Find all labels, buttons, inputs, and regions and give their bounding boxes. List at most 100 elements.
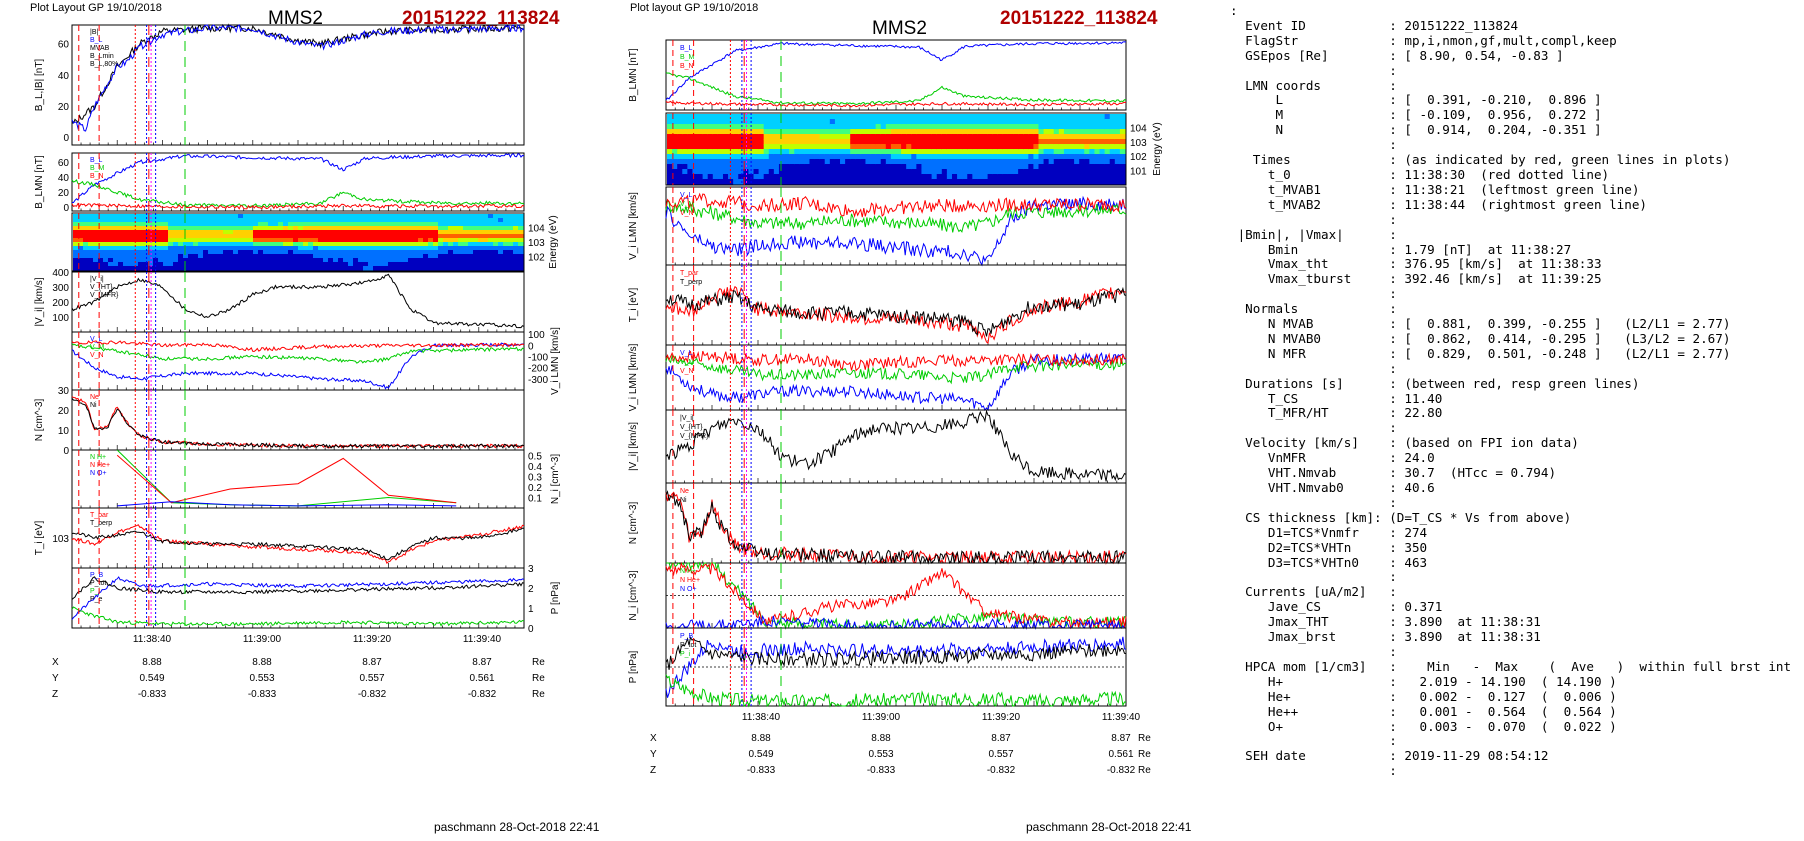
info-line: VHT.Nmvab0 : 40.6 [1230,480,1435,495]
right-coord-value: 8.88 [871,733,891,744]
legend-entry: V_L [680,350,693,357]
info-line: N MVAB : [ 0.881, 0.399, -0.255 ] (L2/L1… [1230,316,1731,332]
right-coord-unit: Re [1138,749,1151,760]
left-time-tick: 11:38:40 [133,634,172,645]
left-series-line [71,576,525,620]
legend-entry: |B| [90,29,98,36]
left-panel-frame [71,389,525,451]
left-energy-label: Energy (eV) [548,215,559,268]
legend-entry: T_par [90,512,109,519]
legend-entry: P_e [90,596,103,603]
left-coord-value: -0.833 [248,689,277,700]
left-series-line [71,179,525,208]
right-coord-value: 8.88 [751,733,771,744]
y-tick-label: 104 [528,224,545,235]
legend-entry: V_L [90,336,103,343]
legend-entry: N H+ [680,568,696,575]
legend-entry: V_M [680,201,695,208]
right-series-line [665,199,1127,233]
right-coord-value: 0.553 [868,749,893,760]
legend-entry: V_{HT} [90,284,113,291]
right-coord-unit: Re [1138,765,1151,776]
right-coord-value: 0.557 [988,749,1013,760]
legend-entry: P_i [680,651,691,658]
left-time-tick: 11:39:40 [463,634,502,645]
right-y-label: V_i LMN [km/s] [628,343,639,411]
left-coord-value: 8.88 [142,657,162,668]
right-time-tick: 11:38:40 [742,712,781,723]
left-series-line [71,23,525,124]
info-line: D3=TCS*VHTn0 : 463 [1230,554,1428,570]
info-line: LMN coords : [1230,77,1397,93]
right-series-line [665,100,1127,108]
info-line: T_MFR/HT : 22.80 [1230,405,1443,421]
legend-entry: N H+ [90,454,106,461]
right-panel-frame [665,482,1127,564]
y-tick-label: 0 [528,341,534,352]
info-line: N MVAB0 : [ 0.862, 0.414, -0.295 ] (L3/L… [1230,330,1731,346]
left-coord-value: 8.87 [362,657,382,668]
left-coord-unit: Re [532,689,545,700]
left-y-label: N_i [cm^-3] [550,454,561,504]
legend-entry: Ne [680,488,689,495]
info-line: : [1230,3,1238,18]
legend-entry: Ni [680,497,687,504]
legend-entry: B_N [90,173,104,180]
right-energy-label: Energy (eV) [1152,122,1163,175]
left-panel-frame [71,449,525,509]
legend-entry: MVAB [90,45,110,52]
y-tick-label: 0.5 [528,451,542,462]
legend-entry: B_L [90,37,103,44]
legend-entry: P_i [90,588,101,595]
left-coord-value: 0.553 [249,673,274,684]
info-line: |Bmin|, |Vmax| : [1230,226,1397,242]
left-series-line [71,524,525,565]
left-y-label: N [cm^-3] [34,399,45,442]
y-tick-label: 0 [63,446,69,457]
left-coord-value: -0.832 [358,689,387,700]
left-spectrogram [73,214,524,271]
left-series-line [72,152,525,203]
right-time-tick: 11:39:00 [862,712,901,723]
legend-entry: N He+ [90,462,110,469]
legend-entry: T_perp [680,279,702,286]
left-time-tick: 11:39:20 [353,634,392,645]
legend-entry: P_B [90,572,104,579]
left-y-label: B_L,|B| [nT] [34,59,45,112]
info-line: VHT.Nmvab : 30.7 (HTcc = 0.794) [1230,465,1557,481]
right-time-tick: 11:39:40 [1102,712,1141,723]
y-tick-label: 40 [58,173,70,184]
info-line: : [1230,62,1397,78]
right-coord-value: -0.833 [747,765,776,776]
legend-entry: N He+ [680,577,700,584]
left-coord-unit: Re [532,673,545,684]
left-coord-value: 8.87 [472,657,492,668]
info-line: : [1230,569,1397,585]
left-coord-value: -0.832 [468,689,497,700]
info-line: Jmax_brst : 3.890 at 11:38:31 [1230,629,1541,645]
info-line: Times : (as indicated by red, green line… [1230,152,1731,168]
right-coord-label: X [650,733,657,744]
info-line: Bmin : 1.79 [nT] at 11:38:27 [1230,241,1572,257]
right-series-line [665,490,1127,565]
left-y-label: V_i LMN [km/s] [550,327,561,395]
right-series-line [666,561,1127,630]
right-series-line [665,72,1127,106]
left-event-id: 20151222_113824 [402,8,560,29]
left-coord-unit: Re [532,657,545,668]
info-line: : [1230,211,1397,227]
left-panel-frame [71,331,525,391]
y-tick-label: 100 [52,313,69,324]
info-line: Vmax_tburst : 392.46 [km/s] at 11:39:25 [1230,271,1602,287]
y-tick-label: 0.3 [528,472,542,483]
left-series-line [71,576,525,600]
info-line: : [1230,643,1397,659]
y-tick-label: 100 [528,330,545,341]
y-tick-label: 20 [58,102,70,113]
right-event-id: 20151222_113824 [1000,8,1158,29]
legend-entry: B_N [680,63,694,70]
info-line: N MFR : [ 0.829, 0.501, -0.248 ] (L2/L1 … [1230,345,1731,361]
info-line: t_MVAB2 : 11:38:44 (rightmost green line… [1230,196,1648,212]
info-line: VnMFR : 24.0 [1230,450,1435,466]
info-line: : [1230,763,1397,779]
